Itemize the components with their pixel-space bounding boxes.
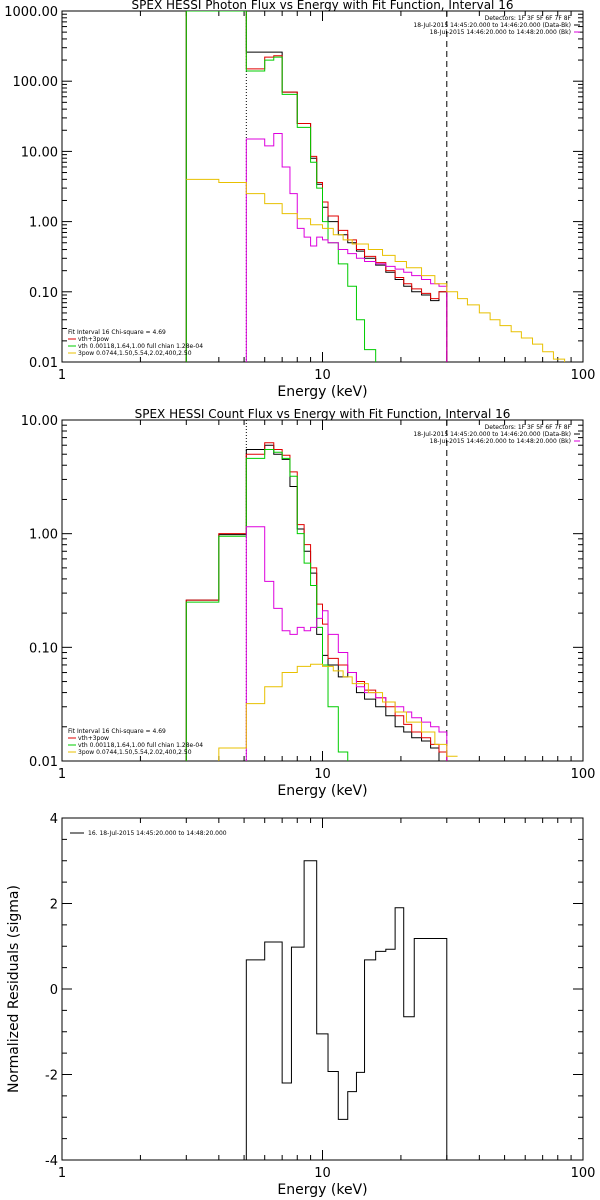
series-line-4 <box>186 178 566 362</box>
y-tick-label: -2 <box>45 1069 58 1084</box>
y-tick-label: 10.00 <box>21 145 58 160</box>
y-axis-label: Normalized Residuals (sigma) <box>6 885 22 1093</box>
legend-entry: vth+3pow <box>78 336 109 343</box>
series-line-3 <box>245 526 448 761</box>
x-tick-label: 1 <box>58 767 66 782</box>
series-line-1 <box>185 442 448 761</box>
x-tick-label: 10 <box>314 767 331 782</box>
plot-frame <box>61 419 584 762</box>
y-tick-label: -4 <box>45 1154 58 1169</box>
legend-top-line: Detectors: 1F 3F 5F 6F 7F 8F <box>485 424 572 431</box>
residuals-panel: 1 10 100 Energy (keV) -4 -2 0 2 4 Normalized Resi… <box>6 812 595 1198</box>
chart-title: SPEX HESSI Photon Flux vs Energy with Fi… <box>132 0 514 12</box>
legend-entry: 16. 18-Jul-2015 14:45:20.000 to 14:48:20… <box>88 830 227 837</box>
legend-top-line: 18-Jul-2015 14:45:20.000 to 14:46:20.000… <box>413 22 571 29</box>
legend-top-line: 18-Jul-2015 14:45:20.000 to 14:46:20.000… <box>413 431 571 438</box>
series-group <box>185 442 458 761</box>
y-tick-label: 0.10 <box>29 286 58 301</box>
legend-header: Fit Interval 16 Chi-square = 4.69 <box>68 329 166 336</box>
x-axis-label: Energy (keV) <box>277 1182 367 1198</box>
y-tick-label: 2 <box>50 898 58 913</box>
legend-top-line: 18-Jul-2015 14:46:20.000 to 14:48:20.000… <box>430 29 571 36</box>
x-tick-label: 100 <box>571 1166 596 1181</box>
y-tick-label: 0.01 <box>29 356 58 371</box>
legend-entry: 3pow 0.0744,1.50,5.54,2.02,400,2.50 <box>78 749 192 756</box>
series-group <box>245 860 448 1160</box>
series-group <box>185 11 566 362</box>
legend-entry: vth 0.00118,1.64,1.00 full chian 1.28e-0… <box>78 742 203 749</box>
legend-entry: 3pow 0.0744,1.50,5.54,2.02,400,2.50 <box>78 350 192 357</box>
y-tick-label: 10.00 <box>21 414 58 429</box>
x-tick-label: 10 <box>314 1166 331 1181</box>
series-line-3 <box>245 132 448 362</box>
y-tick-label: 0.10 <box>29 641 58 656</box>
legend-top-line: 18-Jul-2015 14:46:20.000 to 14:48:20.000… <box>430 438 571 445</box>
x-axis-label: Energy (keV) <box>277 783 367 799</box>
series-line-4 <box>218 663 458 761</box>
y-tick-label: 1.00 <box>29 216 58 231</box>
y-tick-label: 100.00 <box>13 75 59 90</box>
chart-title: SPEX HESSI Count Flux vs Energy with Fit… <box>135 407 511 421</box>
plot-frame <box>61 817 584 1161</box>
legend-entry: vth+3pow <box>78 735 109 742</box>
y-tick-label: 1.00 <box>29 528 58 543</box>
legend-entry: vth 0.00118,1.64,1.00 full chian 1.28e-0… <box>78 343 203 350</box>
legend-header: Fit Interval 16 Chi-square = 4.69 <box>68 728 166 735</box>
series-line-2 <box>185 449 349 761</box>
count-flux-panel: SPEX HESSI Count Flux vs Energy with Fit… <box>21 407 596 799</box>
x-axis-label: Energy (keV) <box>277 384 367 400</box>
x-tick-label: 100 <box>571 368 596 383</box>
series-line-1 <box>185 11 448 362</box>
x-tick-label: 1 <box>58 1166 66 1181</box>
y-tick-label: 0 <box>50 983 58 998</box>
photon-flux-panel: SPEX HESSI Photon Flux vs Energy with Fi… <box>4 0 596 400</box>
series-line-2 <box>185 11 377 362</box>
y-tick-label: 0.01 <box>29 755 58 770</box>
y-tick-label: 4 <box>50 812 58 827</box>
x-tick-label: 100 <box>571 767 596 782</box>
series-line-0 <box>185 444 448 761</box>
series-line-0 <box>245 860 448 1160</box>
x-tick-label: 1 <box>58 368 66 383</box>
x-tick-label: 10 <box>314 368 331 383</box>
y-tick-label: 1000.00 <box>4 5 58 20</box>
legend-top-line: Detectors: 1F 3F 5F 6F 7F 8F <box>485 15 572 22</box>
